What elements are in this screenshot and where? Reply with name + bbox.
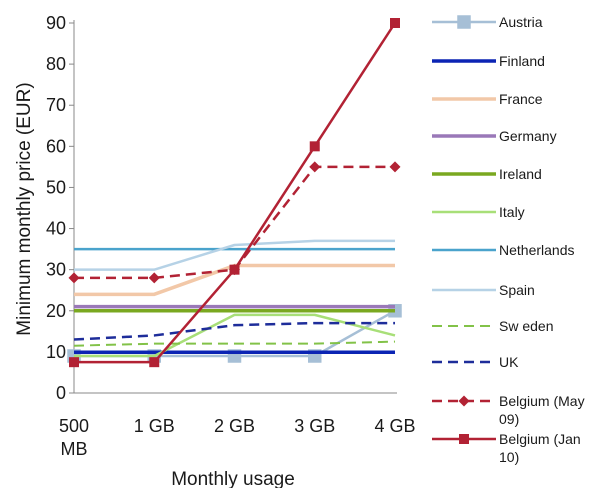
axes-group [69,20,397,394]
data-point-belgium-jan-10 [390,18,400,28]
legend-label: Italy [499,204,525,220]
series-line-sw-eden [73,340,396,347]
y-tick-label: 40 [46,219,66,239]
y-tick-label: 30 [46,260,66,280]
y-axis-label: Minimum monthly price (EUR) [14,82,35,335]
data-point-belgium-jan-10 [149,357,160,368]
legend-label: Finland [499,53,545,69]
y-tick-label: 90 [46,13,66,33]
legend-label: UK [499,354,519,370]
legend-label: Ireland [499,166,542,182]
legend-label: Austria [499,14,543,30]
legend-item-france: France [432,91,543,107]
data-point-belgium-may-09 [148,272,160,284]
legend-label: Belgium (May 09) [499,393,585,427]
series-line-italy [74,313,396,358]
data-point-belgium-jan-10 [309,141,320,152]
data-point-belgium-jan-10 [229,264,240,275]
y-tick-label: 50 [46,177,66,197]
legend-item-germany: Germany [432,128,557,144]
y-tick-label: 10 [46,342,66,362]
legend-marker [458,395,470,407]
series-line-uk [73,321,395,341]
data-point-belgium-may-09 [309,161,321,173]
legend-marker [457,15,471,29]
legend-label: Spain [499,282,535,298]
x-tick-label: 1 GB [134,416,175,436]
legend-item-spain: Spain [432,282,535,298]
y-tick-label: 20 [46,301,66,321]
legend-label: France [499,91,543,107]
legend-label: Sw eden [499,318,553,334]
legend-label: Belgium (Jan 10) [499,431,581,465]
data-point-belgium-jan-10 [69,357,79,368]
legend-item-italy: Italy [432,204,525,220]
legend-label: Netherlands [499,242,575,258]
legend: Austria Finland France Germany Ireland Italy N… [432,14,585,465]
data-point-belgium-may-09 [68,272,80,284]
x-tick-label: 4 GB [374,416,415,436]
legend-label: Germany [499,128,557,144]
data-point-belgium-may-09 [389,161,401,173]
series-line-austria [74,309,396,358]
legend-item-belgium-may-09: Belgium (May 09) [432,393,585,427]
legend-item-austria: Austria [432,14,543,30]
x-tick-label: 3 GB [294,416,335,436]
x-tick-label: 2 GB [214,416,255,436]
legend-item-uk: UK [432,354,519,370]
y-tick-label: 80 [46,54,66,74]
y-tick-label: 0 [56,383,66,403]
x-axis-label: Monthly usage [171,469,295,488]
series-line-spain [74,239,395,271]
tick-labels-group: 0 10 20 30 40 50 60 70 80 90 500 MB 1 GB 2 GB 3 GB 4 GB [46,13,416,459]
y-tick-label: 70 [46,95,66,115]
legend-item-sw-eden: Sw eden [432,318,553,334]
legend-item-belgium-jan-10: Belgium (Jan 10) [432,431,581,465]
legend-item-ireland: Ireland [432,166,542,182]
series-line-belgium-may-09 [74,165,395,280]
x-tick-label: 500 MB [59,416,89,459]
legend-item-netherlands: Netherlands [432,242,575,258]
legend-item-finland: Finland [432,53,545,69]
y-tick-label: 60 [46,136,66,156]
legend-marker [459,434,469,444]
series-lines-group [67,18,402,368]
